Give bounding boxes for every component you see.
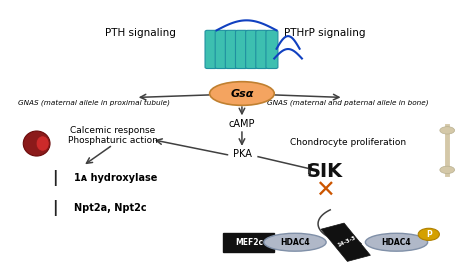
Ellipse shape [36, 136, 49, 151]
FancyBboxPatch shape [256, 30, 268, 69]
Ellipse shape [440, 166, 455, 173]
Ellipse shape [23, 131, 50, 156]
Text: HDAC4: HDAC4 [382, 238, 411, 247]
Text: Calcemic response
Phosphaturic action: Calcemic response Phosphaturic action [68, 126, 158, 145]
Text: |: | [52, 200, 58, 216]
FancyBboxPatch shape [205, 30, 217, 69]
Ellipse shape [210, 82, 274, 105]
Text: GNAS (maternal allele in proximal tubule): GNAS (maternal allele in proximal tubule… [18, 99, 170, 106]
Text: MEF2c: MEF2c [235, 238, 263, 247]
Ellipse shape [264, 233, 326, 251]
Bar [321, 223, 370, 261]
Ellipse shape [365, 233, 428, 251]
Text: 1ᴀ hydroxylase: 1ᴀ hydroxylase [73, 173, 157, 183]
Text: HDAC4: HDAC4 [280, 238, 310, 247]
Text: |: | [52, 170, 58, 186]
FancyBboxPatch shape [225, 30, 237, 69]
Text: cAMP: cAMP [228, 119, 255, 129]
Text: ✕: ✕ [315, 179, 335, 203]
Text: Gsα: Gsα [230, 89, 254, 98]
Text: PTHrP signaling: PTHrP signaling [284, 28, 366, 38]
Text: PKA: PKA [233, 149, 251, 159]
FancyBboxPatch shape [246, 30, 258, 69]
FancyBboxPatch shape [236, 30, 247, 69]
Circle shape [418, 228, 439, 240]
Text: Chondrocyte proliferation: Chondrocyte proliferation [290, 138, 406, 147]
Text: PTH signaling: PTH signaling [105, 28, 176, 38]
Text: GNAS (maternal and paternal allele in bone): GNAS (maternal and paternal allele in bo… [267, 99, 429, 106]
FancyBboxPatch shape [223, 233, 274, 252]
Text: Npt2a, Npt2c: Npt2a, Npt2c [73, 203, 146, 213]
Ellipse shape [440, 127, 455, 134]
FancyBboxPatch shape [215, 30, 227, 69]
Text: 14-3-3: 14-3-3 [337, 235, 357, 248]
Text: SIK: SIK [307, 162, 343, 181]
Text: P: P [426, 230, 432, 239]
FancyBboxPatch shape [266, 30, 278, 69]
